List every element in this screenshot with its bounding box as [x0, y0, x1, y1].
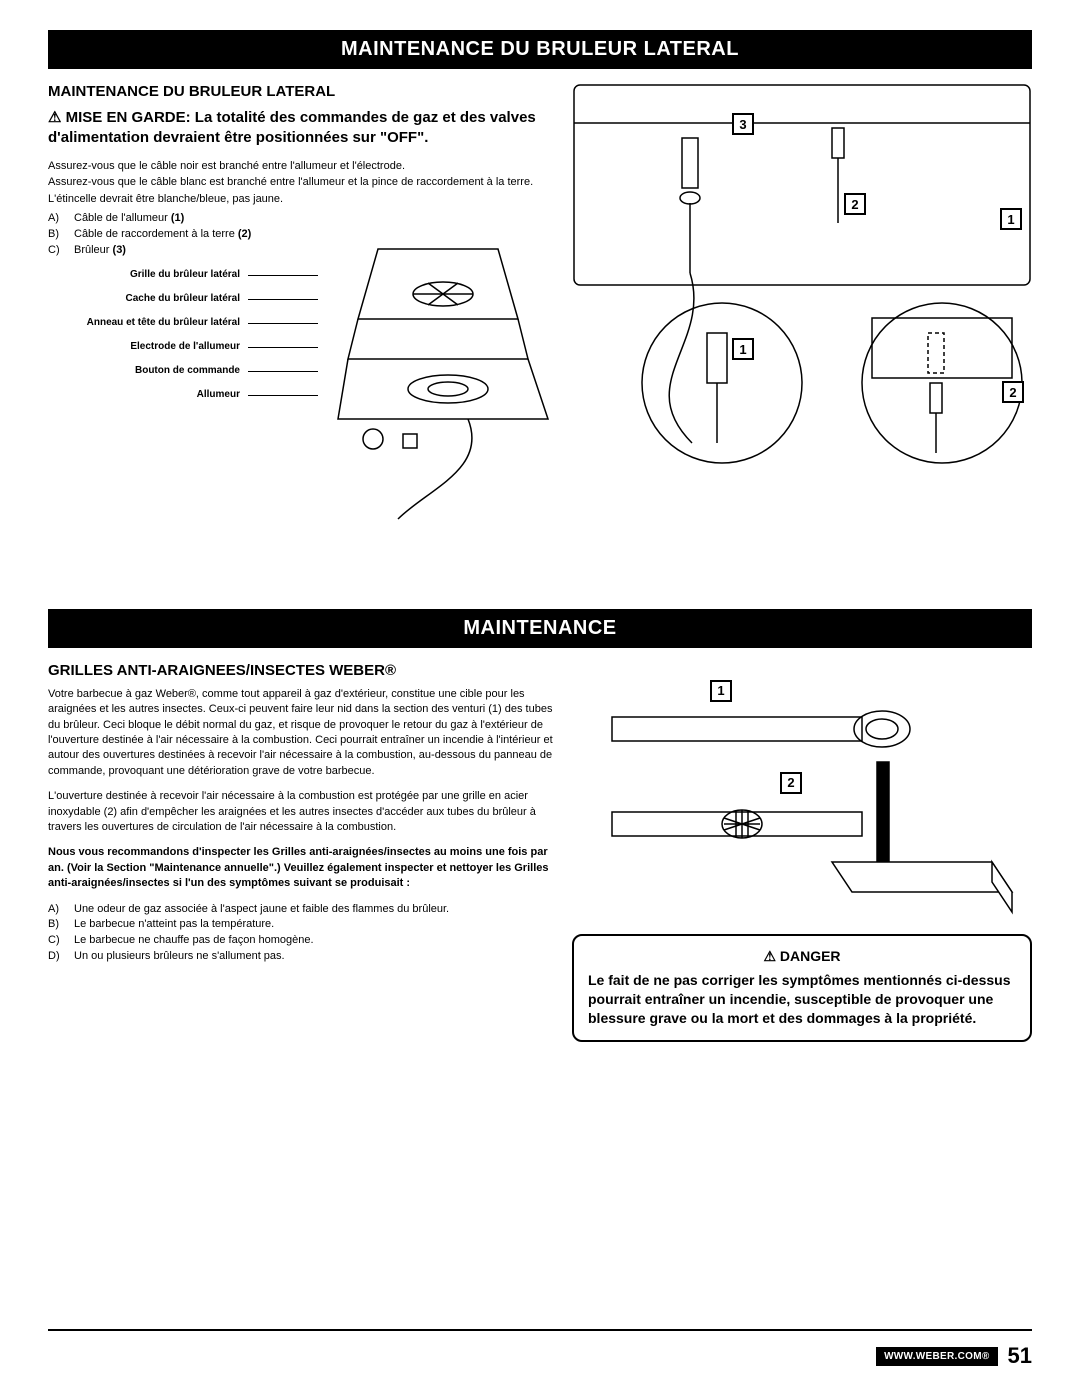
- banner-maintenance: MAINTENANCE: [48, 609, 1032, 648]
- para-1: Votre barbecue à gaz Weber®, comme tout …: [48, 687, 554, 779]
- subhead-1: MAINTENANCE DU BRULEUR LATERAL: [48, 83, 554, 100]
- section-bottom: GRILLES ANTI-ARAIGNEES/INSECTES WEBER® V…: [48, 662, 1032, 1042]
- list-val: Câble de l'allumeur (1): [74, 211, 554, 227]
- page-number: 51: [1008, 1343, 1032, 1369]
- list-val-bold: (2): [238, 228, 251, 240]
- list-key: B): [48, 917, 74, 933]
- wiring-diagram: 3 2 1 1 2: [572, 83, 1032, 493]
- banner-maintenance-bruleur: MAINTENANCE DU BRULEUR LATERAL: [48, 30, 1032, 69]
- danger-text: Le fait de ne pas corriger les symptômes…: [588, 971, 1016, 1028]
- list-key: A): [48, 902, 74, 918]
- list-val: Un ou plusieurs brûleurs ne s'allument p…: [74, 949, 554, 965]
- list-val: Le barbecue ne chauffe pas de façon homo…: [74, 933, 554, 949]
- warning-line: ⚠ MISE EN GARDE: La totalité des command…: [48, 108, 554, 149]
- page-footer: WWW.WEBER.COM® 51: [876, 1343, 1032, 1369]
- callout-3: 3: [732, 113, 754, 135]
- list-item: C) Le barbecue ne chauffe pas de façon h…: [48, 933, 554, 949]
- bottom-rule: [48, 1329, 1032, 1331]
- danger-title: ⚠ DANGER: [588, 948, 1016, 965]
- list-key: C): [48, 933, 74, 949]
- para-bold: Nous vous recommandons d'inspecter les G…: [48, 845, 554, 891]
- list-val: Le barbecue n'atteint pas la température…: [74, 917, 554, 933]
- col-right-bottom: 1 2 ⚠ DANGER Le fait de ne pas corriger …: [572, 662, 1032, 1042]
- section-top: MAINTENANCE DU BRULEUR LATERAL ⚠ MISE EN…: [48, 83, 1032, 569]
- list-val-text: Brûleur: [74, 244, 113, 256]
- part-label-electrode: Electrode de l'allumeur: [48, 341, 248, 353]
- body-line-2: Assurez-vous que le câble blanc est bran…: [48, 175, 554, 190]
- part-label-allumeur: Allumeur: [48, 389, 248, 401]
- list-val-text: Câble de raccordement à la terre: [74, 228, 238, 240]
- list-item: A) Câble de l'allumeur (1): [48, 211, 554, 227]
- footer-url: WWW.WEBER.COM®: [876, 1347, 997, 1366]
- part-label-anneau: Anneau et tête du brûleur latéral: [48, 317, 248, 329]
- list-val: Une odeur de gaz associée à l'aspect jau…: [74, 902, 554, 918]
- list-key: B): [48, 227, 74, 243]
- danger-box: ⚠ DANGER Le fait de ne pas corriger les …: [572, 934, 1032, 1042]
- list-key: D): [48, 949, 74, 965]
- list-key: C): [48, 243, 74, 259]
- list-key: A): [48, 211, 74, 227]
- subhead-2: GRILLES ANTI-ARAIGNEES/INSECTES WEBER®: [48, 662, 554, 679]
- body-line-1: Assurez-vous que le câble noir est branc…: [48, 159, 554, 174]
- page: MAINTENANCE DU BRULEUR LATERAL MAINTENAN…: [0, 0, 1080, 1397]
- venturi-svg: [572, 662, 1032, 922]
- para-2: L'ouverture destinée à recevoir l'air né…: [48, 789, 554, 835]
- venturi-diagram: 1 2: [572, 662, 1032, 922]
- part-label-bouton: Bouton de commande: [48, 365, 248, 377]
- list-val-text: Câble de l'allumeur: [74, 212, 171, 224]
- callout-fig2-2: 2: [780, 772, 802, 794]
- list-item: B) Le barbecue n'atteint pas la températ…: [48, 917, 554, 933]
- col-right-top: 3 2 1 1 2: [572, 83, 1032, 569]
- part-label-grille: Grille du brûleur latéral: [48, 269, 248, 281]
- list-val-bold: (3): [113, 244, 126, 256]
- part-label-cache: Cache du brûleur latéral: [48, 293, 248, 305]
- body-line-3: L'étincelle devrait être blanche/bleue, …: [48, 192, 554, 207]
- callout-1: 1: [1000, 208, 1022, 230]
- callout-fig2-1: 1: [710, 680, 732, 702]
- col-left-top: MAINTENANCE DU BRULEUR LATERAL ⚠ MISE EN…: [48, 83, 554, 569]
- callout-2: 2: [844, 193, 866, 215]
- col-left-bottom: GRILLES ANTI-ARAIGNEES/INSECTES WEBER® V…: [48, 662, 554, 1042]
- list-item: A) Une odeur de gaz associée à l'aspect …: [48, 902, 554, 918]
- callout-2b: 2: [1002, 381, 1024, 403]
- list-val-bold: (1): [171, 212, 184, 224]
- wiring-svg: [572, 83, 1032, 493]
- symptom-list: A) Une odeur de gaz associée à l'aspect …: [48, 902, 554, 966]
- callout-1b: 1: [732, 338, 754, 360]
- list-item: D) Un ou plusieurs brûleurs ne s'allumen…: [48, 949, 554, 965]
